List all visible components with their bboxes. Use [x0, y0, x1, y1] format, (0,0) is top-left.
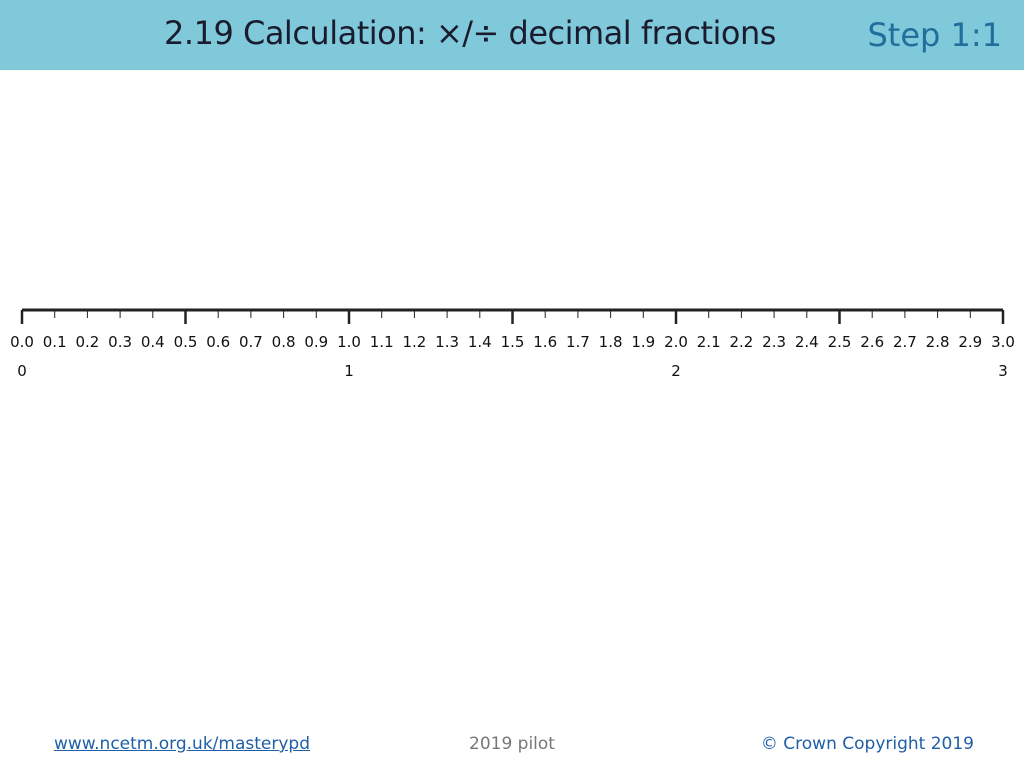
header-bar: 2.19 Calculation: ×/÷ decimal fractions …: [0, 0, 1024, 70]
decimal-label: 1.1: [370, 333, 394, 351]
decimal-label: 3.0: [991, 333, 1015, 351]
pilot-label: 2019 pilot: [469, 734, 555, 754]
decimal-label: 0.2: [75, 333, 99, 351]
decimal-label: 2.7: [893, 333, 917, 351]
decimal-label: 2.6: [860, 333, 884, 351]
decimal-label: 0.4: [141, 333, 165, 351]
decimal-label: 2.5: [828, 333, 852, 351]
decimal-label: 2.1: [697, 333, 721, 351]
decimal-label: 1.7: [566, 333, 590, 351]
decimal-label: 1.4: [468, 333, 492, 351]
decimal-label: 0.9: [304, 333, 328, 351]
decimal-label: 1.5: [501, 333, 525, 351]
link[interactable]: www.ncetm.org.uk/masterypd: [54, 734, 310, 754]
decimal-label: 0.1: [43, 333, 67, 351]
decimal-label: 0.8: [272, 333, 296, 351]
decimal-label: 0.3: [108, 333, 132, 351]
decimal-label: 2.0: [664, 333, 688, 351]
decimal-label: 1.8: [599, 333, 623, 351]
title: 2.19 Calculation: ×/÷ decimal fractions: [164, 14, 776, 52]
decimal-label: 2.3: [762, 333, 786, 351]
copyright: © Crown Copyright 2019: [760, 734, 974, 754]
whole-label: 1: [344, 362, 354, 380]
decimal-label: 2.9: [958, 333, 982, 351]
decimal-label: 0.5: [174, 333, 198, 351]
whole-label: 0: [17, 362, 27, 380]
decimal-label: 0.7: [239, 333, 263, 351]
decimal-label: 2.2: [729, 333, 753, 351]
decimal-label: 2.4: [795, 333, 819, 351]
decimal-label: 1.6: [533, 333, 557, 351]
decimal-label: 1.9: [631, 333, 655, 351]
decimal-label: 0.0: [10, 333, 34, 351]
decimal-label: 1.2: [402, 333, 426, 351]
decimal-label: 0.6: [206, 333, 230, 351]
whole-label: 3: [998, 362, 1008, 380]
whole-label: 2: [671, 362, 681, 380]
step: Step 1:1: [867, 16, 1002, 54]
decimal-label: 1.3: [435, 333, 459, 351]
decimal-label: 1.0: [337, 333, 361, 351]
decimal-label: 2.8: [926, 333, 950, 351]
